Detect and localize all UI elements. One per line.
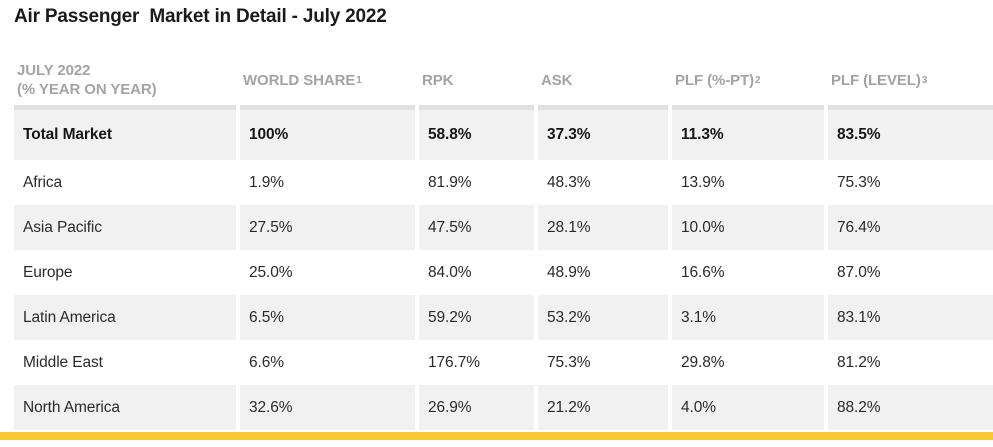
column-header-rpk: RPK bbox=[422, 71, 454, 89]
value-cell: 83.1% bbox=[828, 295, 993, 340]
value-cell: 37.3% bbox=[538, 105, 668, 160]
column-header-region-line2: (% YEAR ON YEAR) bbox=[17, 81, 157, 98]
region-cell: North America bbox=[14, 385, 236, 430]
value-cell: 3.1% bbox=[672, 295, 824, 340]
page-title: Air Passenger Market in Detail - July 20… bbox=[14, 6, 387, 27]
column-header-ask: ASK bbox=[541, 71, 573, 89]
value-cell: 16.6% bbox=[672, 250, 824, 295]
value-cell: 27.5% bbox=[240, 205, 415, 250]
value-cell: 48.3% bbox=[538, 160, 668, 205]
region-cell: Latin America bbox=[14, 295, 236, 340]
value-cell: 13.9% bbox=[672, 160, 824, 205]
column-header-plf-level: PLF (LEVEL) 3 bbox=[831, 71, 928, 89]
value-cell: 4.0% bbox=[672, 385, 824, 430]
value-cell: 32.6% bbox=[240, 385, 415, 430]
table-row: Middle East 6.6% 176.7% 75.3% 29.8% 81.2… bbox=[14, 340, 993, 385]
value-cell: 26.9% bbox=[419, 385, 534, 430]
region-cell: Europe bbox=[14, 250, 236, 295]
value-cell: 21.2% bbox=[538, 385, 668, 430]
air-passenger-table: JULY 2022 (% YEAR ON YEAR) WORLD SHARE 1 … bbox=[14, 55, 993, 430]
value-cell: 83.5% bbox=[828, 105, 993, 160]
column-header-region: JULY 2022 (% YEAR ON YEAR) bbox=[14, 55, 236, 105]
value-cell: 100% bbox=[240, 105, 415, 160]
value-cell: 81.9% bbox=[419, 160, 534, 205]
footnote-marker: 2 bbox=[755, 74, 761, 86]
value-cell: 87.0% bbox=[828, 250, 993, 295]
value-cell: 75.3% bbox=[538, 340, 668, 385]
value-cell: 75.3% bbox=[828, 160, 993, 205]
table-row: Latin America 6.5% 59.2% 53.2% 3.1% 83.1… bbox=[14, 295, 993, 340]
value-cell: 81.2% bbox=[828, 340, 993, 385]
value-cell: 59.2% bbox=[419, 295, 534, 340]
region-cell: Asia Pacific bbox=[14, 205, 236, 250]
bottom-accent-bar bbox=[0, 432, 993, 440]
table-header-row: JULY 2022 (% YEAR ON YEAR) WORLD SHARE 1 … bbox=[14, 55, 993, 105]
table-row: North America 32.6% 26.9% 21.2% 4.0% 88.… bbox=[14, 385, 993, 430]
region-cell: Africa bbox=[14, 160, 236, 205]
table-row: Total Market 100% 58.8% 37.3% 11.3% 83.5… bbox=[14, 105, 993, 160]
value-cell: 6.6% bbox=[240, 340, 415, 385]
value-cell: 176.7% bbox=[419, 340, 534, 385]
column-header-world-share: WORLD SHARE 1 bbox=[243, 71, 362, 89]
region-cell: Total Market bbox=[14, 105, 236, 160]
value-cell: 88.2% bbox=[828, 385, 993, 430]
footnote-marker: 1 bbox=[356, 74, 362, 86]
value-cell: 10.0% bbox=[672, 205, 824, 250]
value-cell: 58.8% bbox=[419, 105, 534, 160]
value-cell: 76.4% bbox=[828, 205, 993, 250]
region-cell: Middle East bbox=[14, 340, 236, 385]
value-cell: 28.1% bbox=[538, 205, 668, 250]
value-cell: 25.0% bbox=[240, 250, 415, 295]
value-cell: 47.5% bbox=[419, 205, 534, 250]
table-row: Asia Pacific 27.5% 47.5% 28.1% 10.0% 76.… bbox=[14, 205, 993, 250]
value-cell: 53.2% bbox=[538, 295, 668, 340]
value-cell: 48.9% bbox=[538, 250, 668, 295]
footnote-marker: 3 bbox=[921, 74, 928, 86]
value-cell: 1.9% bbox=[240, 160, 415, 205]
column-header-region-line1: JULY 2022 bbox=[17, 61, 91, 79]
column-header-plf-pt: PLF (%-PT) 2 bbox=[675, 71, 761, 89]
table-row: Africa 1.9% 81.9% 48.3% 13.9% 75.3% bbox=[14, 160, 993, 205]
table-row: Europe 25.0% 84.0% 48.9% 16.6% 87.0% bbox=[14, 250, 993, 295]
value-cell: 84.0% bbox=[419, 250, 534, 295]
value-cell: 6.5% bbox=[240, 295, 415, 340]
value-cell: 29.8% bbox=[672, 340, 824, 385]
value-cell: 11.3% bbox=[672, 105, 824, 160]
